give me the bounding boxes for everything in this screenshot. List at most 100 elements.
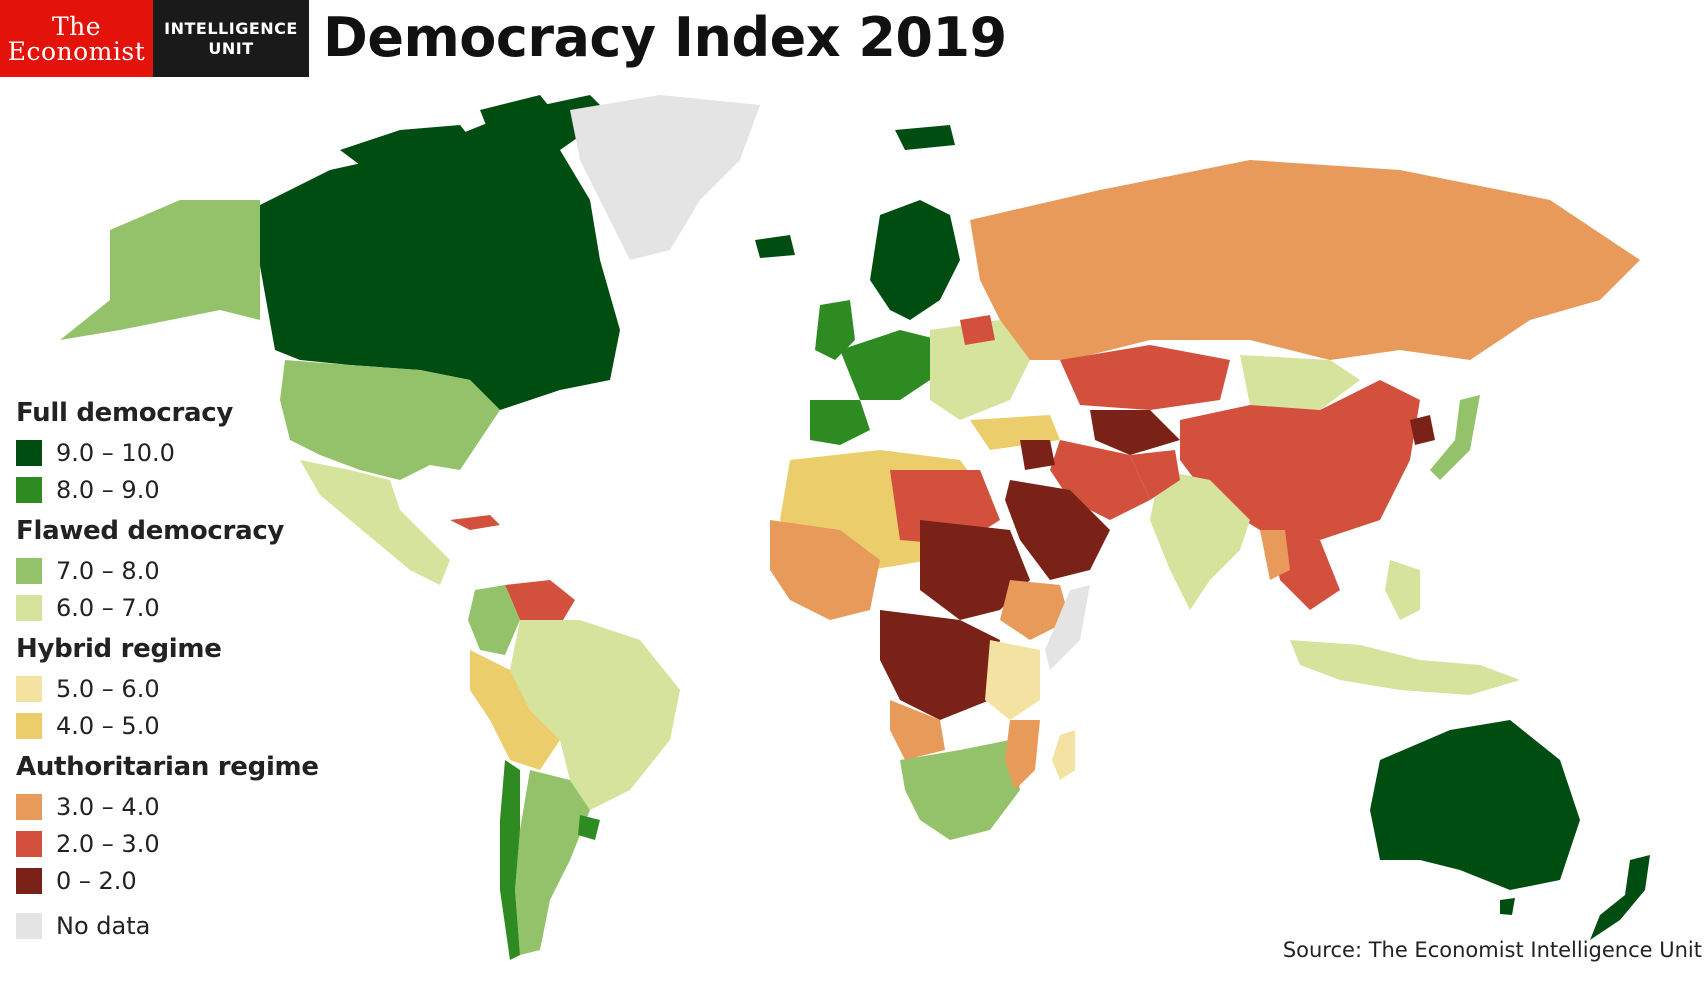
- legend-group-title: Flawed democracy: [16, 516, 285, 546]
- legend-group-authoritarian-regime: Authoritarian regime 3.0 – 4.0 2.0 – 3.0…: [16, 752, 319, 899]
- region-turkmenistan: [1090, 410, 1180, 455]
- legend-swatch: [16, 675, 42, 702]
- logo-line-2: Economist: [7, 36, 146, 66]
- region-myanmar: [1260, 530, 1290, 580]
- legend-swatch: [16, 594, 42, 621]
- legend-group-title: Hybrid regime: [16, 634, 222, 664]
- legend-item: 3.0 – 4.0: [16, 788, 319, 825]
- region-madagascar: [1052, 730, 1075, 780]
- region-eastern-europe: [930, 320, 1030, 420]
- legend-label: 3.0 – 4.0: [56, 792, 160, 821]
- region-mongolia: [1240, 355, 1360, 410]
- region-saudi-arabia: [1005, 480, 1110, 580]
- region-tasmania: [1500, 898, 1515, 915]
- region-japan: [1430, 395, 1480, 480]
- legend-swatch: [16, 793, 42, 820]
- region-philippines: [1385, 560, 1420, 620]
- region-afghanistan: [1130, 450, 1180, 500]
- region-argentina: [515, 770, 590, 955]
- legend-item: 5.0 – 6.0: [16, 670, 319, 707]
- legend-label: 5.0 – 6.0: [56, 674, 160, 703]
- legend: Full democracy 9.0 – 10.0 8.0 – 9.0 Flaw…: [16, 398, 319, 952]
- region-syria: [1020, 440, 1055, 470]
- region-east-africa: [985, 640, 1040, 720]
- region-uk: [815, 300, 855, 360]
- legend-label: 6.0 – 7.0: [56, 593, 160, 622]
- region-mexico: [300, 460, 450, 585]
- region-iberia: [810, 400, 870, 445]
- region-sudan-chad: [920, 520, 1030, 620]
- legend-item: 6.0 – 7.0: [16, 589, 319, 626]
- unit-line-1: INTELLIGENCE: [164, 18, 298, 38]
- region-alaska: [60, 200, 260, 340]
- region-peru-bolivia: [470, 650, 560, 770]
- region-uruguay: [578, 815, 600, 840]
- region-usa: [280, 360, 500, 480]
- legend-swatch: [16, 712, 42, 739]
- world-map: [60, 95, 1650, 960]
- legend-item: 0 – 2.0: [16, 862, 319, 899]
- legend-label: 0 – 2.0: [56, 866, 137, 895]
- region-india: [1150, 470, 1250, 610]
- region-mozambique: [1005, 720, 1040, 790]
- region-canada-islands: [340, 125, 480, 180]
- region-chile: [500, 760, 520, 960]
- legend-group-full-democracy: Full democracy 9.0 – 10.0 8.0 – 9.0: [16, 398, 319, 508]
- economist-logo: The Economist: [0, 0, 153, 77]
- region-west-africa: [770, 520, 880, 620]
- legend-swatch: [16, 912, 42, 939]
- logo-line-1: The: [51, 11, 102, 41]
- legend-swatch: [16, 439, 42, 466]
- region-china: [1180, 380, 1420, 540]
- page-title: Democracy Index 2019: [323, 6, 1007, 69]
- source-note: Source: The Economist Intelligence Unit: [1282, 938, 1702, 962]
- region-iceland: [755, 235, 795, 258]
- legend-label: 8.0 – 9.0: [56, 475, 160, 504]
- region-angola: [890, 700, 945, 760]
- region-russia: [970, 160, 1640, 360]
- region-colombia: [468, 585, 520, 655]
- legend-item: 7.0 – 8.0: [16, 552, 319, 589]
- intelligence-unit-logo: INTELLIGENCE UNIT: [153, 0, 309, 77]
- region-cuba: [450, 515, 500, 530]
- region-canada-islands-2: [480, 95, 560, 140]
- legend-label: No data: [56, 911, 151, 940]
- legend-swatch: [16, 867, 42, 894]
- region-brazil: [510, 620, 680, 810]
- region-kazakhstan: [1060, 345, 1230, 410]
- legend-label: 7.0 – 8.0: [56, 556, 160, 585]
- legend-item: 8.0 – 9.0: [16, 471, 319, 508]
- region-australia: [1370, 720, 1580, 890]
- region-svalbard: [895, 125, 955, 150]
- region-southern-africa: [900, 740, 1020, 840]
- legend-swatch: [16, 476, 42, 503]
- legend-group-flawed-democracy: Flawed democracy 7.0 – 8.0 6.0 – 7.0: [16, 516, 319, 626]
- region-new-zealand: [1590, 855, 1650, 940]
- legend-label: 2.0 – 3.0: [56, 829, 160, 858]
- legend-label: 9.0 – 10.0: [56, 438, 175, 467]
- legend-swatch: [16, 830, 42, 857]
- region-north-korea: [1410, 415, 1435, 445]
- legend-group-title: Authoritarian regime: [16, 752, 319, 782]
- region-ethiopia: [1000, 580, 1070, 640]
- unit-line-2: UNIT: [208, 38, 254, 58]
- logo: The Economist INTELLIGENCE UNIT: [0, 0, 309, 77]
- legend-swatch: [16, 557, 42, 584]
- legend-label: 4.0 – 5.0: [56, 711, 160, 740]
- legend-item: 9.0 – 10.0: [16, 434, 319, 471]
- legend-group-hybrid-regime: Hybrid regime 5.0 – 6.0 4.0 – 5.0: [16, 634, 319, 744]
- legend-item: No data: [16, 907, 319, 944]
- region-indonesia: [1290, 640, 1520, 695]
- region-venezuela: [505, 580, 575, 625]
- legend-item: 2.0 – 3.0: [16, 825, 319, 862]
- legend-group-title: Full democracy: [16, 398, 233, 428]
- legend-item: 4.0 – 5.0: [16, 707, 319, 744]
- region-belarus: [960, 315, 995, 345]
- region-somalia: [1045, 585, 1090, 670]
- region-scandinavia: [870, 200, 960, 320]
- legend-group-no-data: No data: [16, 907, 319, 944]
- region-greenland: [570, 95, 760, 260]
- region-central-africa: [880, 610, 1000, 720]
- region-western-europe: [840, 330, 940, 400]
- region-canada: [250, 95, 620, 410]
